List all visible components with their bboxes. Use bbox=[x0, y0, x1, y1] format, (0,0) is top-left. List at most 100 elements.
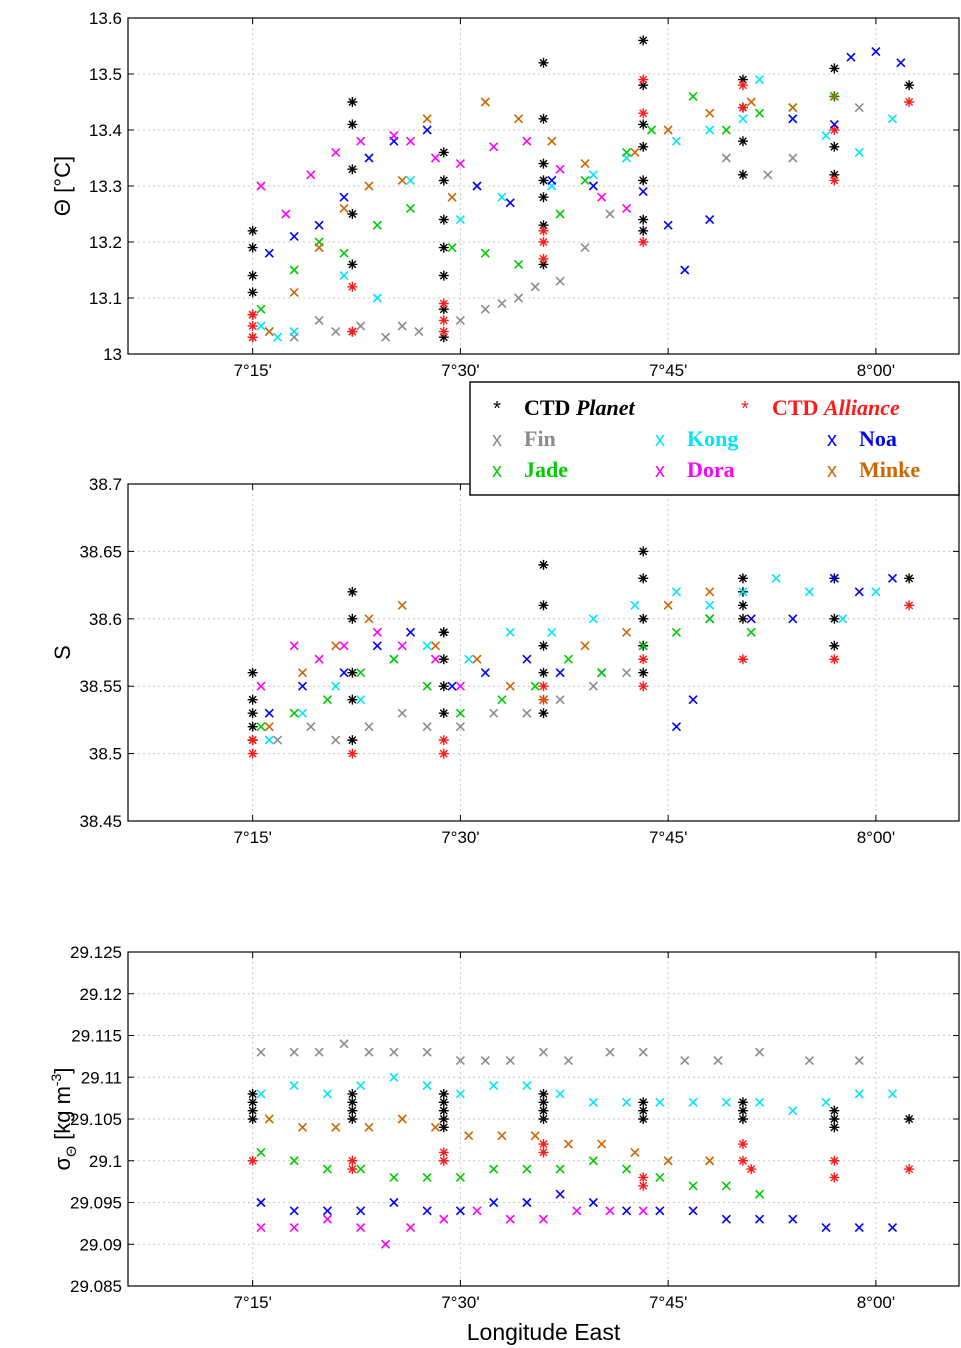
data-point-noa bbox=[663, 220, 673, 230]
data-point-fin bbox=[314, 315, 324, 325]
data-point-ctd-alliance bbox=[538, 1147, 549, 1158]
data-point-ctd-planet bbox=[438, 242, 449, 253]
data-point-jade bbox=[530, 681, 540, 691]
data-point-noa bbox=[887, 573, 898, 583]
data-point-noa bbox=[821, 1222, 831, 1233]
data-point-jade bbox=[622, 147, 632, 157]
data-point-kong bbox=[771, 573, 781, 583]
data-point-dora bbox=[439, 1214, 449, 1224]
data-point-minke bbox=[530, 1131, 540, 1141]
data-point-ctd-planet bbox=[538, 259, 549, 270]
data-point-jade bbox=[289, 708, 299, 718]
data-point-ctd-planet bbox=[538, 192, 549, 203]
data-point-ctd-planet bbox=[438, 1097, 449, 1108]
data-point-ctd-planet bbox=[347, 1088, 358, 1099]
data-point-ctd-planet bbox=[638, 80, 649, 91]
legend-marker-kong: x bbox=[655, 429, 665, 451]
data-point-ctd-planet bbox=[538, 1105, 549, 1116]
data-point-ctd-alliance bbox=[638, 1180, 649, 1191]
data-point-ctd-planet bbox=[347, 1097, 358, 1108]
data-point-kong bbox=[273, 332, 283, 342]
data-point-jade bbox=[289, 265, 299, 275]
data-point-ctd-planet bbox=[538, 220, 549, 231]
data-point-ctd-planet bbox=[247, 225, 258, 236]
data-point-minke bbox=[264, 327, 274, 337]
data-point-ctd-alliance bbox=[347, 1164, 358, 1175]
legend-marker-fin: x bbox=[492, 429, 502, 451]
data-point-fin bbox=[489, 708, 499, 718]
data-point-kong bbox=[630, 600, 640, 610]
data-point-minke bbox=[314, 243, 324, 253]
data-point-ctd-alliance bbox=[538, 1139, 549, 1150]
data-point-ctd-planet bbox=[538, 667, 549, 678]
data-point-jade bbox=[721, 125, 731, 135]
data-point-ctd-planet bbox=[638, 175, 649, 186]
data-point-jade bbox=[256, 722, 266, 732]
data-point-dora bbox=[256, 681, 266, 691]
y-axis-label: S bbox=[50, 645, 75, 660]
data-point-ctd-planet bbox=[247, 1105, 258, 1116]
data-point-fin bbox=[555, 276, 565, 286]
data-point-kong bbox=[671, 587, 682, 597]
data-point-ctd-planet bbox=[829, 1114, 840, 1124]
data-point-minke bbox=[663, 600, 673, 610]
data-point-kong bbox=[256, 321, 266, 331]
legend-label-ctd_planet: CTD Planet bbox=[524, 395, 636, 420]
data-point-noa bbox=[264, 248, 274, 258]
data-point-noa bbox=[680, 265, 690, 275]
data-point-jade bbox=[597, 668, 607, 678]
data-point-fin bbox=[331, 327, 341, 337]
data-point-jade bbox=[580, 175, 590, 185]
data-point-ctd-alliance bbox=[538, 681, 549, 692]
data-point-ctd-planet bbox=[737, 169, 748, 180]
data-point-jade bbox=[746, 627, 756, 637]
data-point-minke bbox=[630, 147, 640, 157]
data-point-ctd-planet bbox=[538, 175, 549, 186]
data-point-ctd-alliance bbox=[904, 600, 915, 611]
data-point-jade bbox=[754, 1189, 765, 1199]
data-point-kong bbox=[588, 614, 598, 624]
data-point-minke bbox=[505, 681, 515, 691]
data-point-minke bbox=[331, 1122, 341, 1132]
data-point-fin bbox=[605, 1047, 615, 1057]
data-point-fin bbox=[680, 1055, 690, 1066]
data-point-kong bbox=[256, 1089, 266, 1099]
data-point-dora bbox=[256, 181, 266, 191]
series-minke bbox=[264, 587, 715, 732]
data-point-kong bbox=[887, 1089, 898, 1099]
data-point-minke bbox=[480, 97, 490, 107]
data-point-noa bbox=[447, 681, 457, 691]
data-point-kong bbox=[356, 695, 366, 705]
data-point-ctd-alliance bbox=[829, 175, 840, 186]
legend-label-dora: Dora bbox=[687, 457, 735, 482]
data-point-noa bbox=[339, 668, 349, 678]
data-point-minke bbox=[580, 159, 590, 169]
data-point-jade bbox=[671, 627, 682, 637]
y-tick-label: 29.09 bbox=[79, 1235, 122, 1254]
data-point-noa bbox=[638, 187, 648, 197]
legend-marker-jade: x bbox=[492, 460, 502, 482]
data-point-kong bbox=[455, 1089, 465, 1099]
legend-frame bbox=[469, 381, 960, 496]
series-kong bbox=[256, 75, 898, 342]
data-point-ctd-alliance bbox=[829, 654, 840, 665]
data-point-jade bbox=[322, 695, 333, 705]
data-point-kong bbox=[455, 215, 465, 225]
data-point-noa bbox=[389, 1197, 399, 1208]
data-point-kong bbox=[289, 327, 299, 337]
y-tick-label: 38.55 bbox=[79, 677, 122, 696]
data-point-ctd-planet bbox=[538, 57, 549, 68]
data-point-ctd-planet bbox=[638, 35, 649, 46]
data-point-ctd-planet bbox=[829, 63, 840, 74]
data-point-jade bbox=[405, 203, 416, 213]
data-point-ctd-planet bbox=[438, 270, 449, 281]
data-point-ctd-planet bbox=[737, 613, 748, 624]
data-point-minke bbox=[397, 175, 407, 185]
data-point-fin bbox=[580, 243, 590, 253]
data-point-jade bbox=[256, 304, 266, 314]
data-point-kong bbox=[788, 1106, 798, 1116]
legend-label-minke: Minke bbox=[859, 457, 920, 482]
data-point-ctd-alliance bbox=[746, 1164, 757, 1175]
data-point-minke bbox=[397, 1114, 407, 1124]
data-point-ctd-planet bbox=[347, 586, 358, 597]
